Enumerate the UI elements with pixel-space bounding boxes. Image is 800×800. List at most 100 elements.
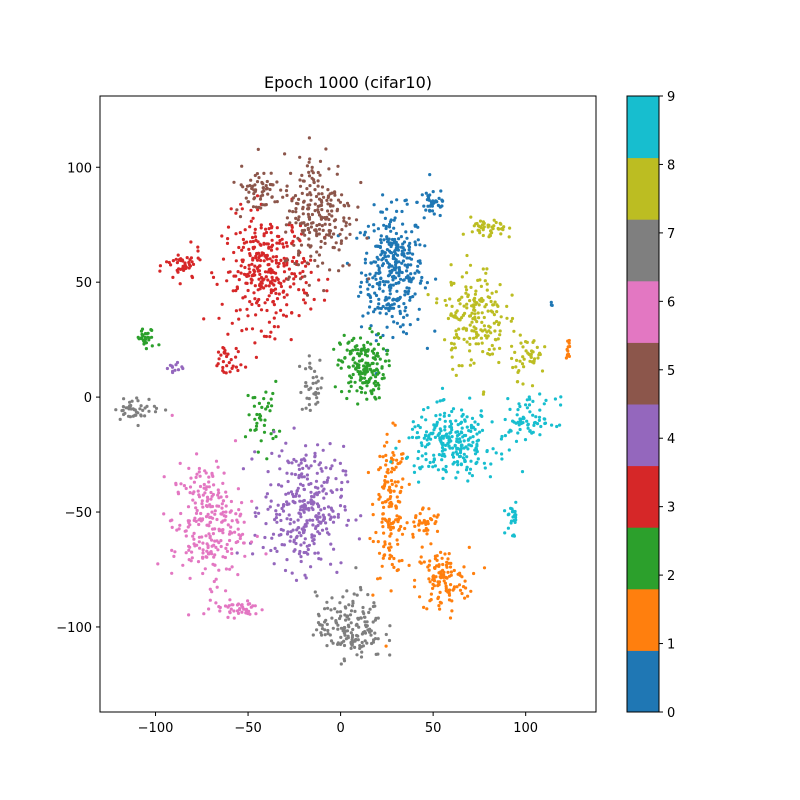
- scatter-point: [249, 178, 253, 182]
- scatter-point: [440, 556, 444, 560]
- scatter-point: [233, 530, 237, 534]
- scatter-point: [246, 288, 250, 293]
- scatter-point: [441, 398, 445, 402]
- scatter-point: [465, 455, 469, 459]
- scatter-point: [377, 271, 381, 275]
- scatter-point: [391, 451, 395, 455]
- scatter-point: [331, 520, 336, 524]
- scatter-point: [404, 332, 409, 336]
- scatter-point: [438, 413, 442, 417]
- scatter-point: [298, 277, 303, 281]
- scatter-point: [438, 575, 442, 579]
- scatter-point: [143, 414, 147, 418]
- scatter-point: [270, 275, 274, 279]
- scatter-point: [302, 259, 307, 263]
- cluster-class-7: [311, 566, 392, 666]
- scatter-point: [382, 531, 386, 535]
- scatter-point: [359, 280, 363, 284]
- scatter-point: [433, 426, 437, 430]
- scatter-point: [368, 305, 372, 309]
- scatter-point: [474, 327, 478, 331]
- scatter-point: [401, 242, 405, 246]
- scatter-point: [429, 542, 433, 546]
- scatter-point: [266, 270, 270, 274]
- scatter-point: [374, 384, 378, 388]
- scatter-point: [420, 415, 424, 419]
- scatter-point: [470, 416, 475, 420]
- scatter-point: [491, 310, 495, 314]
- scatter-point: [234, 346, 238, 351]
- scatter-point: [416, 317, 420, 321]
- scatter-point: [432, 514, 436, 518]
- scatter-point: [391, 278, 395, 282]
- scatter-point: [443, 419, 447, 423]
- scatter-point: [348, 374, 352, 378]
- scatter-point: [452, 336, 457, 340]
- scatter-point: [353, 645, 357, 650]
- scatter-point: [465, 340, 469, 344]
- scatter-point: [296, 218, 300, 222]
- scatter-point: [413, 223, 417, 227]
- scatter-point: [266, 405, 270, 409]
- scatter-point: [274, 258, 278, 262]
- scatter-point: [382, 484, 386, 488]
- scatter-point: [405, 256, 409, 260]
- scatter-point: [538, 392, 542, 396]
- scatter-point: [314, 228, 318, 232]
- scatter-point: [498, 221, 502, 225]
- scatter-point: [433, 329, 437, 333]
- scatter-point: [438, 427, 442, 431]
- scatter-point: [187, 558, 191, 562]
- scatter-point: [257, 303, 261, 308]
- scatter-point: [192, 480, 196, 484]
- scatter-point: [468, 314, 472, 318]
- scatter-point: [183, 261, 187, 265]
- scatter-point: [383, 480, 387, 484]
- scatter-point: [307, 506, 311, 511]
- scatter-point: [213, 539, 217, 543]
- scatter-point: [257, 511, 261, 515]
- scatter-point: [530, 349, 534, 353]
- scatter-point: [298, 512, 302, 516]
- scatter-point: [435, 420, 439, 424]
- scatter-point: [472, 305, 476, 309]
- scatter-point: [344, 606, 348, 610]
- scatter-point: [205, 549, 209, 553]
- scatter-point: [282, 270, 287, 274]
- scatter-point: [227, 604, 231, 608]
- scatter-point: [269, 499, 273, 503]
- scatter-point: [381, 556, 385, 560]
- scatter-point: [408, 298, 412, 302]
- scatter-point: [375, 244, 379, 248]
- scatter-point: [323, 620, 327, 624]
- scatter-point: [461, 435, 465, 439]
- scatter-point: [233, 439, 238, 443]
- scatter-point: [519, 421, 523, 426]
- scatter-point: [325, 233, 329, 237]
- scatter-point: [492, 218, 496, 222]
- scatter-point: [269, 548, 273, 553]
- scatter-point: [432, 579, 437, 583]
- scatter-point: [208, 587, 212, 591]
- scatter-point: [289, 338, 293, 342]
- scatter-point: [201, 505, 205, 509]
- scatter-point: [329, 562, 333, 566]
- scatter-point: [263, 270, 268, 274]
- scatter-point: [143, 337, 148, 341]
- scatter-point: [325, 622, 329, 627]
- scatter-point: [363, 372, 367, 376]
- scatter-point: [200, 535, 204, 539]
- scatter-point: [473, 292, 477, 296]
- scatter-point: [240, 164, 244, 168]
- scatter-point: [510, 316, 515, 321]
- scatter-point: [430, 518, 434, 522]
- scatter-point: [292, 255, 296, 260]
- scatter-point: [191, 534, 195, 538]
- scatter-point: [214, 601, 218, 605]
- scatter-point: [353, 639, 357, 643]
- scatter-point: [187, 466, 191, 470]
- scatter-point: [313, 590, 317, 594]
- colorbar-segment-2: [627, 527, 659, 590]
- scatter-point: [319, 520, 323, 524]
- scatter-point: [235, 286, 239, 291]
